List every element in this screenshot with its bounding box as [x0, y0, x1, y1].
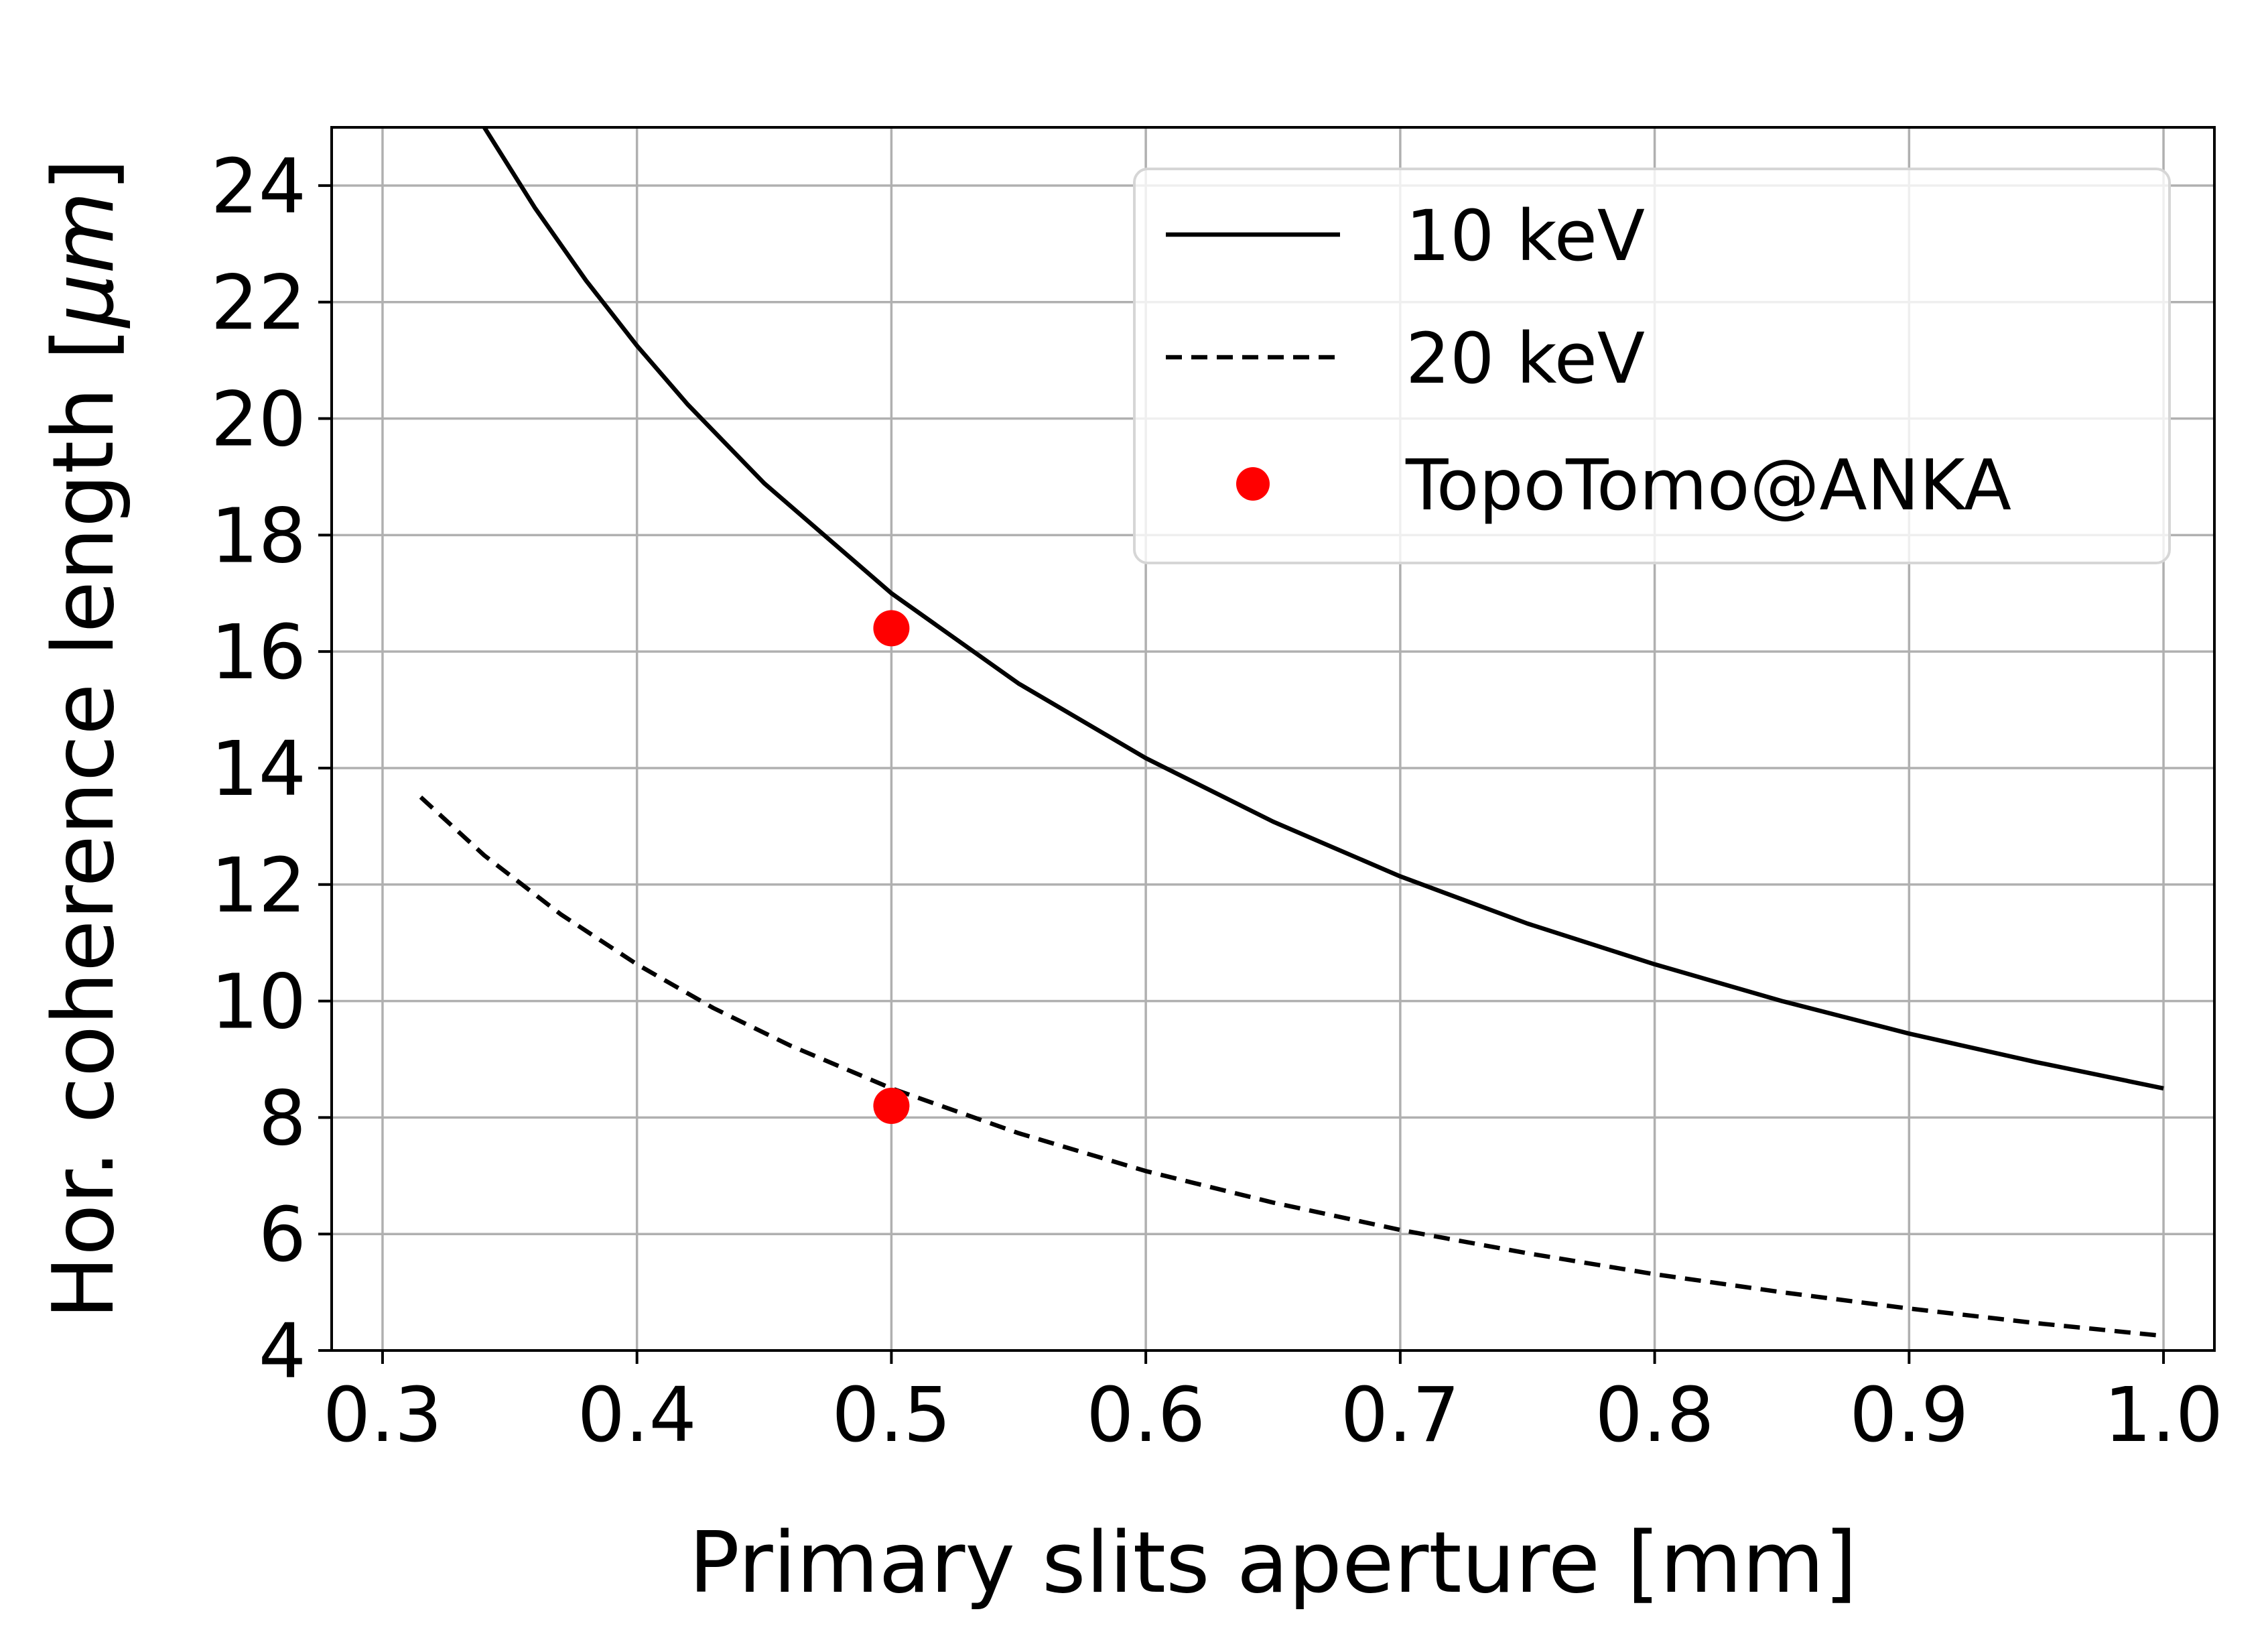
y-tick-label: 6 [259, 1192, 306, 1279]
legend-label-20kev: 20 keV [1406, 318, 1645, 399]
y-tick-label: 18 [210, 493, 306, 580]
series-line-20kev [419, 796, 2164, 1338]
y-tick-label: 8 [259, 1075, 306, 1162]
legend-box [1133, 168, 2171, 564]
x-tick-label: 0.9 [1849, 1372, 1969, 1459]
y-axis-label-prefix: Hor. coherence length [ [34, 328, 133, 1320]
x-tick-label: 0.6 [1086, 1372, 1205, 1459]
series-group [419, 126, 2164, 1338]
legend-label-10kev: 10 keV [1406, 195, 1645, 277]
y-axis-ticks: 4 6 8 10 12 14 16 18 20 22 24 [210, 143, 332, 1395]
y-tick-label: 24 [210, 143, 306, 231]
y-axis-label-suffix: ] [34, 158, 133, 191]
y-tick-label: 22 [210, 260, 306, 347]
x-tick-label: 0.5 [831, 1372, 951, 1459]
legend-label-topotomo: TopoTomo@ANKA [1405, 444, 2011, 526]
y-tick-label: 4 [259, 1308, 306, 1395]
topotomo-data-point [873, 1088, 910, 1124]
y-axis-label-unit: µm [34, 192, 133, 329]
x-axis-label: Primary slits aperture [mm] [689, 1513, 1857, 1612]
legend-swatch-topotomo [1236, 467, 1270, 501]
legend: 10 keV 20 keV TopoTomo@ANKA [1133, 168, 2171, 564]
x-axis-ticks: 0.3 0.4 0.5 0.6 0.7 0.8 0.9 1.0 [323, 1350, 2223, 1459]
series-line-10kev [482, 126, 2164, 1091]
y-tick-label: 12 [210, 842, 306, 930]
x-tick-label: 0.3 [323, 1372, 442, 1459]
topotomo-data-point [873, 610, 910, 647]
x-tick-label: 1.0 [2104, 1372, 2223, 1459]
y-tick-label: 20 [210, 377, 306, 464]
y-tick-label: 16 [210, 609, 306, 696]
x-tick-label: 0.7 [1341, 1372, 1460, 1459]
y-tick-label: 10 [210, 959, 306, 1046]
y-tick-label: 14 [210, 726, 306, 813]
x-tick-label: 0.8 [1595, 1372, 1715, 1459]
y-axis-label: Hor. coherence length [µm] [34, 158, 133, 1319]
x-tick-label: 0.4 [578, 1372, 697, 1459]
plot-frame [330, 126, 2216, 1352]
